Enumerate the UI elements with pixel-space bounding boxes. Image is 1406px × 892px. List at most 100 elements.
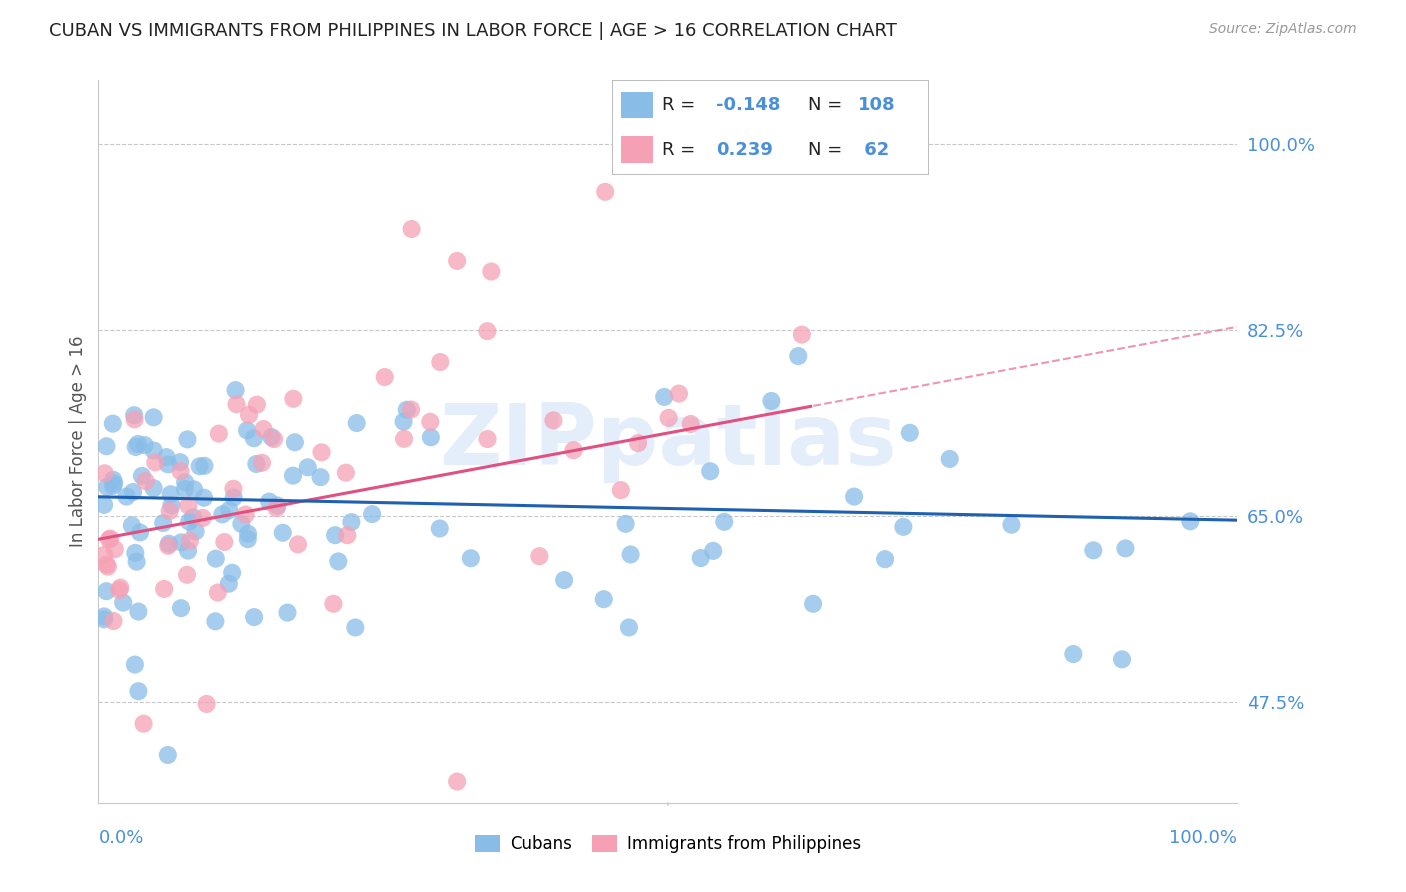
Point <box>97 559 120 574</box>
Point <box>188 459 211 474</box>
Bar <box>621 136 652 162</box>
Point <box>96 558 118 572</box>
Text: Source: ZipAtlas.com: Source: ZipAtlas.com <box>1209 22 1357 37</box>
Point <box>287 537 309 551</box>
Point <box>619 548 641 562</box>
Point <box>101 417 124 431</box>
Point <box>246 398 269 412</box>
Point <box>460 551 482 566</box>
Point <box>361 507 384 521</box>
Text: CUBAN VS IMMIGRANTS FROM PHILIPPINES IN LABOR FORCE | AGE > 16 CORRELATION CHART: CUBAN VS IMMIGRANTS FROM PHILIPPINES IN … <box>49 22 897 40</box>
Point <box>235 508 257 522</box>
Point <box>93 548 115 562</box>
Text: 0.0%: 0.0% <box>98 830 143 847</box>
Point <box>169 455 191 469</box>
Point <box>93 612 115 626</box>
Point <box>96 439 118 453</box>
Point <box>323 528 346 542</box>
Point <box>252 422 274 436</box>
Point <box>183 483 205 497</box>
Point <box>271 525 294 540</box>
Point <box>157 539 180 553</box>
Point <box>207 585 229 599</box>
Point <box>208 426 231 441</box>
Point <box>344 620 367 634</box>
Text: 100.0%: 100.0% <box>1170 830 1237 847</box>
Point <box>157 458 180 472</box>
Point <box>309 470 332 484</box>
Text: R =: R = <box>662 141 702 159</box>
Point <box>477 324 499 338</box>
Point <box>243 431 266 445</box>
Point <box>124 657 146 672</box>
Point <box>127 605 149 619</box>
Text: R =: R = <box>662 95 702 113</box>
Legend: Cubans, Immigrants from Philippines: Cubans, Immigrants from Philippines <box>468 828 868 860</box>
Point <box>121 518 143 533</box>
Point <box>98 532 121 546</box>
Point <box>101 479 124 493</box>
Point <box>155 450 177 464</box>
Point <box>328 554 350 568</box>
Point <box>699 464 721 478</box>
Point <box>193 491 215 505</box>
Point <box>96 584 118 599</box>
Text: -0.148: -0.148 <box>716 95 780 113</box>
Point <box>617 620 640 634</box>
Point <box>184 524 207 539</box>
Point <box>221 566 243 580</box>
Point <box>238 408 260 422</box>
Point <box>614 516 637 531</box>
Point <box>346 416 368 430</box>
Point <box>875 552 897 566</box>
Point <box>245 457 267 471</box>
Point <box>103 476 125 491</box>
Point <box>174 475 197 490</box>
Point <box>1111 652 1133 666</box>
Point <box>191 511 214 525</box>
Point <box>110 581 132 595</box>
Point <box>1114 541 1136 556</box>
Point <box>218 503 240 517</box>
Point <box>222 482 245 496</box>
Point <box>893 520 915 534</box>
Point <box>112 596 135 610</box>
Point <box>132 716 155 731</box>
Point <box>179 515 201 529</box>
Point <box>395 402 418 417</box>
Point <box>322 597 344 611</box>
Point <box>336 528 359 542</box>
Point <box>610 483 633 497</box>
Bar <box>621 92 652 118</box>
Point <box>193 458 215 473</box>
Point <box>142 481 165 495</box>
Point <box>156 747 179 762</box>
Point <box>127 437 149 451</box>
Point <box>392 415 415 429</box>
Point <box>401 222 423 236</box>
Point <box>159 487 181 501</box>
Point <box>211 508 233 522</box>
Point <box>181 510 204 524</box>
Point <box>260 430 283 444</box>
Point <box>263 432 285 446</box>
Point <box>479 264 502 278</box>
Point <box>98 533 121 547</box>
Point <box>104 542 127 557</box>
Point <box>177 543 200 558</box>
Point <box>702 544 724 558</box>
Point <box>142 443 165 458</box>
Point <box>446 774 468 789</box>
Point <box>170 601 193 615</box>
Point <box>96 480 118 494</box>
Text: N =: N = <box>808 95 848 113</box>
Point <box>179 533 201 548</box>
Point <box>257 494 280 508</box>
Point <box>160 499 183 513</box>
Point <box>1180 514 1202 528</box>
Point <box>419 430 441 444</box>
Point <box>340 515 363 529</box>
Point <box>593 185 616 199</box>
Point <box>134 438 156 452</box>
Text: 108: 108 <box>858 95 896 113</box>
